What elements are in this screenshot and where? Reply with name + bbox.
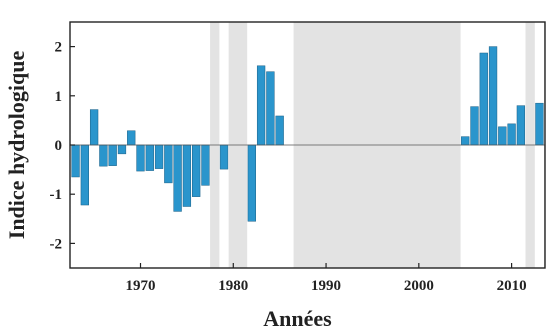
x-axis-title: Années [263, 306, 332, 331]
bar-2007 [479, 52, 488, 146]
bar-2008 [488, 46, 498, 146]
bar-1974 [173, 144, 182, 212]
axis-ticks: -2 -1 0 1 2 1970 1980 1990 2000 2010 [50, 40, 527, 294]
bar-1979 [219, 144, 229, 170]
bar-2010 [507, 123, 516, 146]
x-tick-label: 2000 [404, 278, 434, 294]
y-tick-label: 0 [55, 138, 63, 154]
bar-1982 [247, 144, 256, 222]
bar-1973 [164, 144, 173, 184]
bar-1964 [80, 144, 89, 206]
y-axis-title: Indice hydrologique [4, 51, 29, 240]
bar-2011 [516, 105, 526, 146]
x-tick-label: 2010 [497, 278, 527, 294]
bar-1969 [127, 130, 136, 146]
bar-2005 [461, 136, 470, 146]
bar-1970 [136, 144, 145, 172]
bar-2013 [535, 102, 544, 146]
bar-1971 [145, 144, 154, 171]
bar-1967 [108, 144, 117, 166]
bar-1975 [182, 144, 192, 207]
x-tick-label: 1990 [311, 278, 341, 294]
y-tick-label: -1 [50, 187, 63, 203]
bar-1972 [154, 144, 164, 169]
y-tick-label: 2 [55, 40, 63, 56]
x-tick-label: 1970 [126, 278, 156, 294]
bar-1976 [192, 144, 201, 197]
x-tick-label: 1980 [218, 278, 248, 294]
y-tick-label: 1 [55, 89, 63, 105]
bar-1965 [89, 109, 99, 146]
bar-1963 [71, 144, 80, 178]
bar-1985 [275, 115, 284, 146]
y-tick-label: -2 [50, 236, 63, 252]
bar-1966 [99, 144, 108, 167]
bar-1984 [266, 71, 275, 146]
bar-2009 [498, 126, 507, 146]
bar-series [71, 46, 544, 222]
bar-1983 [256, 65, 266, 146]
bar-2006 [470, 106, 479, 146]
bar-1977 [201, 144, 210, 186]
bar-1968 [117, 144, 127, 155]
